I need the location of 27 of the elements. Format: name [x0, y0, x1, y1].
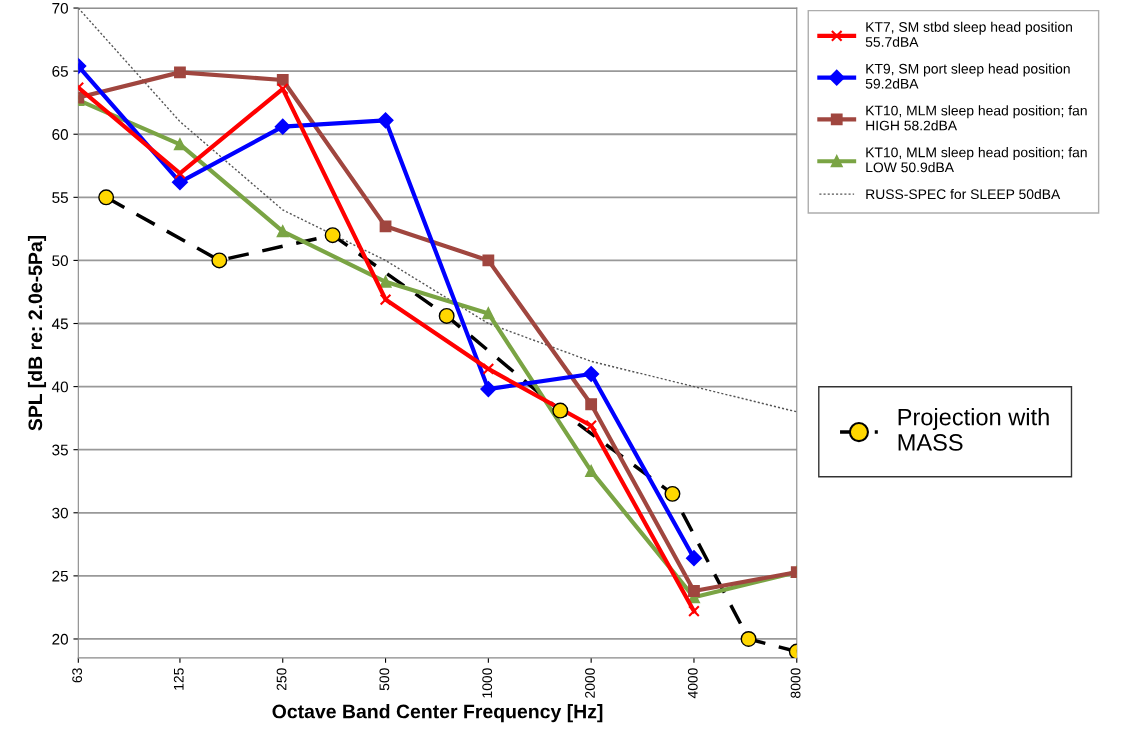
y-tick-label: 35	[52, 444, 68, 456]
legend-label: RUSS-SPEC for SLEEP 50dBA	[866, 188, 1061, 200]
x-tick-label: 1000	[482, 668, 493, 698]
x-tick-label: 63	[72, 668, 83, 683]
y-tick-label: 70	[52, 2, 68, 14]
y-tick-label: 65	[52, 66, 68, 77]
y-tick-label: 25	[52, 570, 68, 582]
y-tick-label: 60	[52, 129, 68, 140]
legend-label: Projection with MASS	[898, 408, 1049, 451]
legend-label: KT10, MLM sleep head position; fan HIGH 58.2dBA	[866, 105, 1087, 131]
x-tick-label: 8000	[790, 668, 801, 698]
y-tick-label: 50	[52, 255, 68, 267]
y-tick-label: 20	[52, 633, 68, 645]
y-axis-title: SPL [dB re: 2.0e-5Pa]	[27, 235, 47, 431]
legend-label: KT9, SM port sleep head position 59.2dBA	[865, 63, 1070, 89]
x-axis-title: Octave Band Center Frequency [Hz]	[272, 704, 603, 723]
y-tick-label: 45	[51, 318, 68, 330]
legend-label: KT7, SM stbd sleep head position 55.7dBA	[865, 21, 1072, 47]
x-tick-label: 500	[379, 668, 390, 691]
y-tick-label: 40	[51, 381, 68, 393]
x-tick-label: 4000	[687, 668, 698, 699]
x-tick-label: 2000	[585, 668, 595, 698]
y-tick-label: 30	[52, 507, 68, 519]
x-tick-label: 250	[276, 668, 287, 691]
y-tick-label: 55	[52, 192, 68, 204]
x-tick-label: 125	[173, 668, 184, 690]
legend-label: KT10, MLM sleep head position; fan LOW 50.9dBA	[866, 147, 1087, 173]
